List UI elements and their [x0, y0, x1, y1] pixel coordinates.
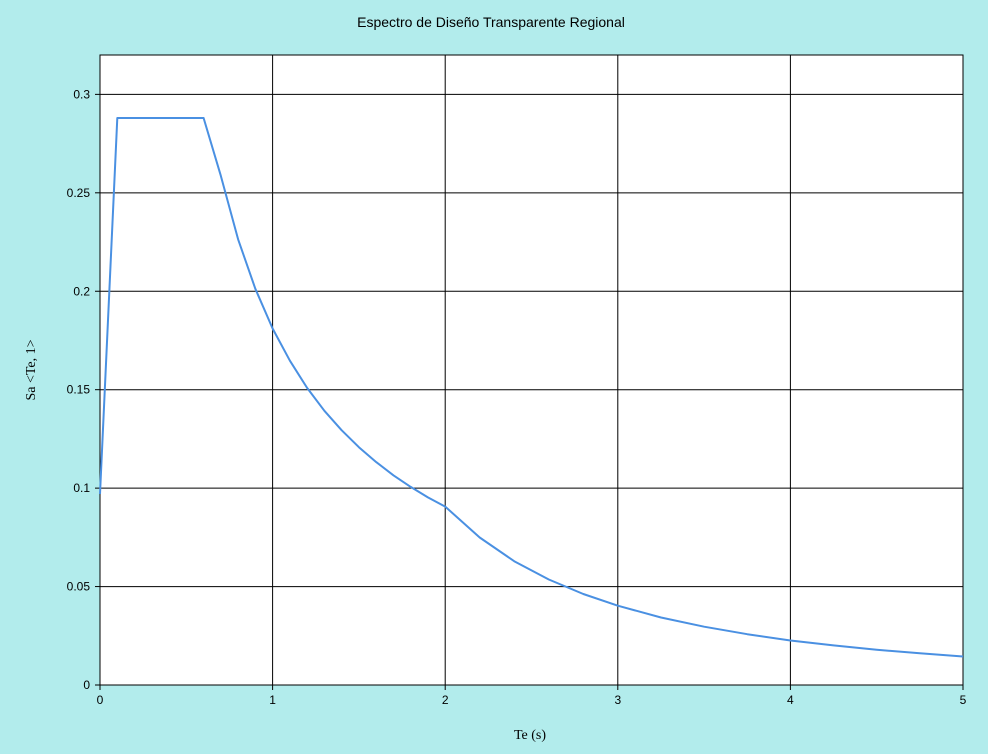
- plot-area: [99, 54, 964, 686]
- y-tick-label: 0.15: [67, 383, 91, 397]
- y-tick-label: 0.2: [73, 284, 90, 298]
- x-tick-label: 0: [97, 693, 104, 707]
- x-tick-label: 2: [442, 693, 449, 707]
- y-tick-label: 0.1: [73, 481, 90, 495]
- grid-lines: [100, 55, 964, 685]
- x-tick-label: 4: [787, 693, 794, 707]
- y-tick-label: 0.25: [67, 186, 91, 200]
- x-axis-label: Te (s): [514, 728, 546, 743]
- axis-ticks: 0 1 2 3 4 5 0 0.05 0.1 0.15 0.2 0.25 0.3: [67, 87, 967, 707]
- y-tick-label: 0.3: [73, 87, 90, 101]
- y-tick-label: 0.05: [67, 580, 91, 594]
- spectrum-line: [99, 117, 964, 658]
- x-tick-label: 3: [614, 693, 621, 707]
- x-tick-label: 1: [269, 693, 276, 707]
- series-layer: [99, 117, 964, 658]
- x-tick-label: 5: [960, 693, 967, 707]
- y-axis-label: Sa <Te, 1>: [24, 339, 39, 400]
- y-tick-label: 0: [83, 678, 90, 692]
- chart-title: Espectro de Diseño Transparente Regional: [357, 14, 625, 30]
